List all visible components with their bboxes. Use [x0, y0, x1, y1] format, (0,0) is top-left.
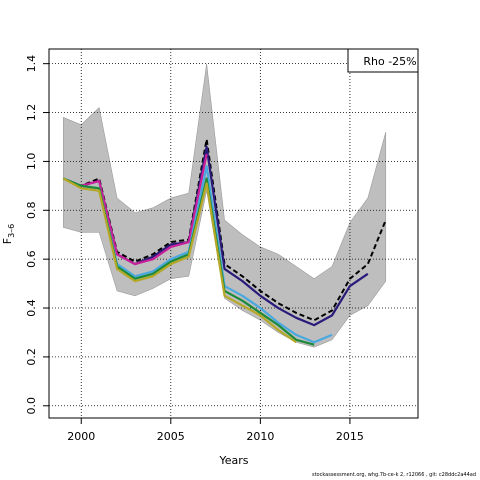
y-tick-label-0.2: 0.2: [25, 348, 38, 366]
x-tick-label-2005: 2005: [157, 430, 185, 443]
footer-credit: stockassessment.org, whg.7b-ce-k 2, r120…: [311, 472, 476, 478]
x-tick-label-2015: 2015: [336, 430, 364, 443]
y-tick-label-0.6: 0.6: [25, 250, 38, 268]
y-axis-title-sub: 3–6: [7, 224, 16, 238]
y-axis-title: F3–6: [1, 224, 16, 245]
svg-text:F3–6: F3–6: [1, 224, 16, 245]
series-layer: [62, 138, 387, 346]
legend-label: Rho -25%: [363, 55, 416, 68]
y-tick-label-0.8: 0.8: [25, 202, 38, 220]
series-line-6: [62, 177, 297, 344]
y-tick-label-0.0: 0.0: [25, 397, 38, 415]
legend: Rho -25%: [347, 48, 419, 73]
y-axis: 0.0 0.2 0.4 0.6 0.8 1.0 1.2 1.4: [25, 55, 49, 415]
plot-frame: [48, 48, 419, 419]
y-tick-label-1.2: 1.2: [25, 104, 38, 122]
series-line-3: [62, 153, 208, 266]
y-axis-title-main: F: [1, 238, 14, 244]
x-axis: 2000 2005 2010 2015: [67, 418, 364, 443]
x-axis-title: Years: [218, 454, 248, 467]
x-tick-label-2000: 2000: [67, 430, 95, 443]
x-tick-label-2010: 2010: [246, 430, 274, 443]
y-tick-label-0.4: 0.4: [25, 299, 38, 317]
y-tick-label-1.0: 1.0: [25, 153, 38, 171]
legend-box: [347, 48, 419, 73]
y-tick-label-1.4: 1.4: [25, 55, 38, 72]
